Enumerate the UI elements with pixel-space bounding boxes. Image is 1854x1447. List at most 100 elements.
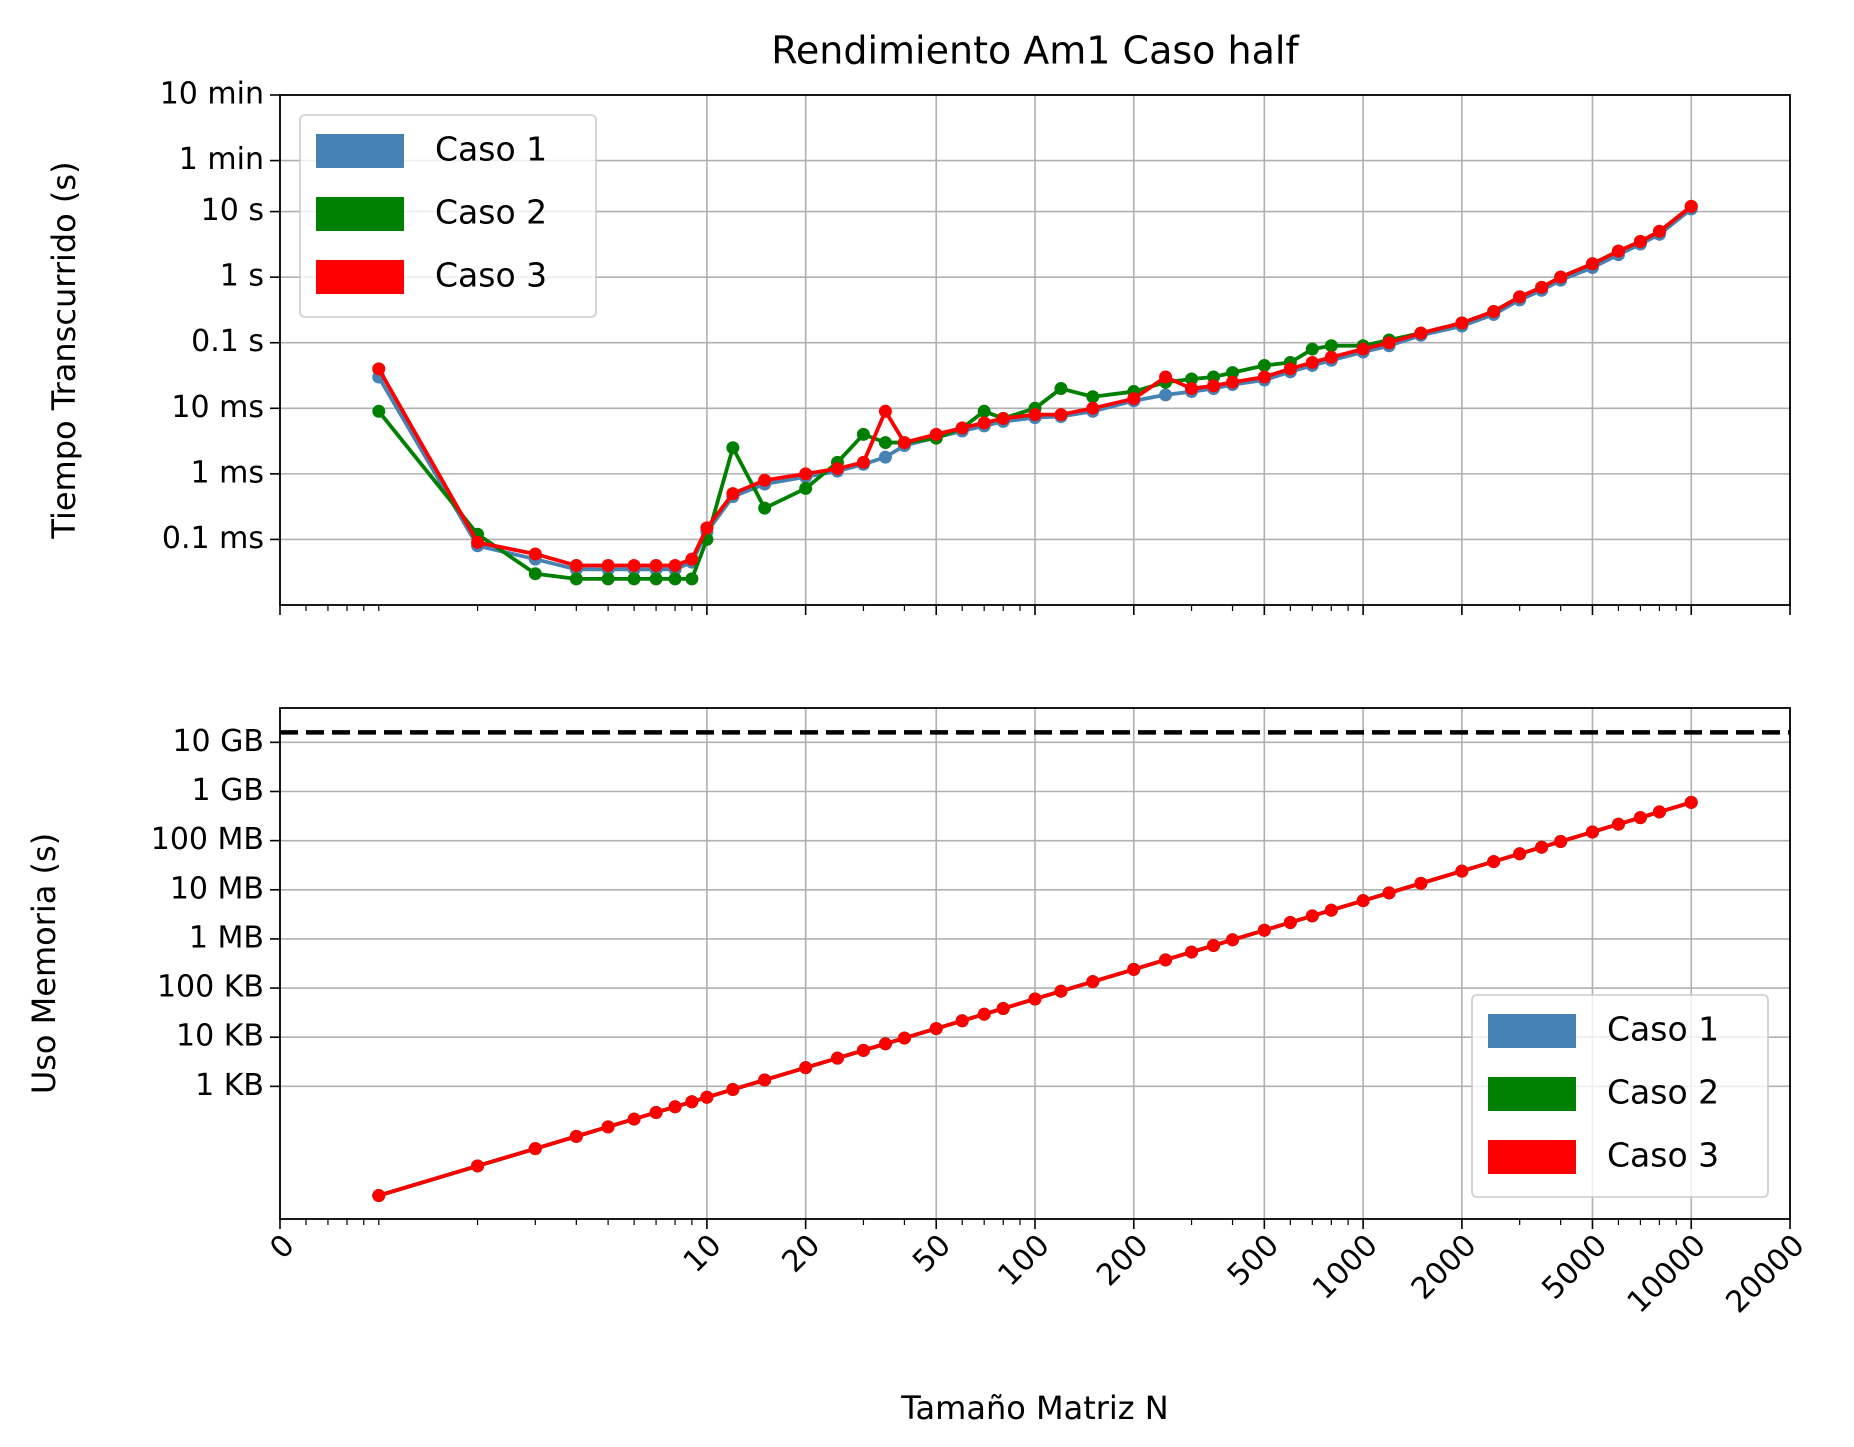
series-point [1257, 370, 1271, 384]
series-point [1585, 257, 1599, 271]
series-point [1652, 224, 1666, 238]
series-point [685, 572, 699, 586]
series-point [1207, 379, 1221, 393]
series-point [1054, 382, 1068, 396]
legend-label: Caso 2 [1607, 1073, 1719, 1112]
series-point [1086, 975, 1100, 989]
series-point [668, 572, 682, 586]
series-point [649, 559, 663, 573]
legend: Caso 1 Caso 2 Caso 3 [1471, 994, 1769, 1198]
series-point [1684, 795, 1698, 809]
series-point [878, 1037, 892, 1051]
series-point [1283, 915, 1297, 929]
series-point [1554, 835, 1568, 849]
series-point [601, 1120, 615, 1134]
series-point [471, 535, 485, 549]
series-point [1487, 304, 1501, 318]
series-point [799, 1061, 813, 1075]
series-point [1487, 855, 1501, 869]
y-tick-label: 1 min [179, 142, 264, 177]
series-point [471, 1159, 485, 1173]
series-point [830, 1051, 844, 1065]
y-tick-label: 1 MB [189, 920, 264, 955]
series-point [929, 1022, 943, 1036]
series-point [1684, 199, 1698, 213]
series-point [758, 1073, 772, 1087]
series-point [700, 1090, 714, 1104]
series-point [528, 1142, 542, 1156]
series-point [1611, 817, 1625, 831]
series-point [799, 467, 813, 481]
series-point [1185, 372, 1199, 386]
series-point [1226, 933, 1240, 947]
series-point [1305, 342, 1319, 356]
y-tick-label: 10 MB [170, 871, 264, 906]
series-point [1127, 392, 1141, 406]
y-axis-label: Tiempo Transcurrido (s) [45, 161, 83, 539]
series-point [955, 1014, 969, 1028]
series-point [897, 1031, 911, 1045]
series-point [649, 572, 663, 586]
legend-swatch [316, 134, 404, 168]
series-point [1382, 886, 1396, 900]
y-tick-label: 1 GB [192, 773, 264, 808]
series-point [601, 559, 615, 573]
series-point [726, 1082, 740, 1096]
chart-title: Rendimiento Am1 Caso half [771, 29, 1300, 73]
series-point [1324, 350, 1338, 364]
series-point [1185, 945, 1199, 959]
legend-swatch [1488, 1140, 1576, 1174]
y-tick-label: 1 s [220, 259, 264, 294]
series-point [1633, 234, 1647, 248]
series-point [668, 559, 682, 573]
series-point [897, 436, 911, 450]
series-point [996, 1001, 1010, 1015]
series-point [372, 362, 386, 376]
series-point [929, 427, 943, 441]
series-point [1127, 962, 1141, 976]
y-tick-label: 1 KB [195, 1068, 264, 1103]
series-point [1356, 342, 1370, 356]
series-point [1028, 992, 1042, 1006]
plot-frame [279, 94, 1791, 606]
x-axis-label: Tamaño Matriz N [900, 1389, 1168, 1427]
series-point [1159, 388, 1173, 402]
series-point [372, 1189, 386, 1203]
legend-label: Caso 3 [1607, 1136, 1719, 1175]
series-point [372, 404, 386, 418]
series-point [1159, 370, 1173, 384]
series-point [1054, 984, 1068, 998]
y-tick-label: 10 min [160, 77, 264, 112]
series-point [569, 572, 583, 586]
series-point [528, 567, 542, 581]
legend-swatch [316, 260, 404, 294]
series-point [668, 1100, 682, 1114]
plot-frame [279, 707, 1791, 1220]
y-tick-label: 0.1 ms [162, 521, 264, 556]
series-point [726, 487, 740, 501]
series-point [955, 421, 969, 435]
y-tick-label: 10 GB [172, 724, 264, 759]
series-point [1455, 864, 1469, 878]
series-point [1535, 280, 1549, 294]
series-point [830, 462, 844, 476]
series-point [878, 450, 892, 464]
series-point [1382, 336, 1396, 350]
series-point [1185, 382, 1199, 396]
y-axis-label: Uso Memoria (s) [25, 833, 63, 1094]
series-point [878, 404, 892, 418]
subplot: 0.1 ms 1 ms 10 ms 0.1 s 1 s 10 s 1 min 10 min Re… [45, 29, 1791, 615]
series-point [977, 404, 991, 418]
series-point [569, 559, 583, 573]
series-point [977, 416, 991, 430]
legend-swatch [1488, 1014, 1576, 1048]
legend: Caso 1 Caso 2 Caso 3 [299, 114, 597, 318]
series-point [1159, 953, 1173, 967]
y-tick-label: 10 s [201, 193, 264, 228]
series-point [1283, 362, 1297, 376]
series-point [758, 473, 772, 487]
series-point [700, 521, 714, 535]
series-point [1611, 244, 1625, 258]
